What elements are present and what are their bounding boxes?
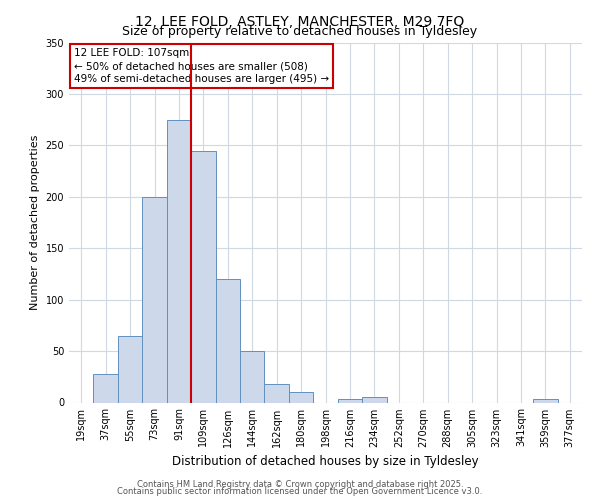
Bar: [289, 392, 313, 402]
Bar: [142, 197, 167, 402]
Y-axis label: Number of detached properties: Number of detached properties: [30, 135, 40, 310]
Text: Contains HM Land Registry data © Crown copyright and database right 2025.: Contains HM Land Registry data © Crown c…: [137, 480, 463, 489]
Bar: [240, 351, 265, 403]
Bar: [362, 398, 386, 402]
Text: 12 LEE FOLD: 107sqm
← 50% of detached houses are smaller (508)
49% of semi-detac: 12 LEE FOLD: 107sqm ← 50% of detached ho…: [74, 48, 329, 84]
Bar: [191, 150, 215, 402]
X-axis label: Distribution of detached houses by size in Tyldesley: Distribution of detached houses by size …: [172, 455, 479, 468]
Bar: [94, 374, 118, 402]
Text: 12, LEE FOLD, ASTLEY, MANCHESTER, M29 7FQ: 12, LEE FOLD, ASTLEY, MANCHESTER, M29 7F…: [136, 15, 464, 29]
Bar: [265, 384, 289, 402]
Bar: [215, 279, 240, 402]
Text: Size of property relative to detached houses in Tyldesley: Size of property relative to detached ho…: [122, 25, 478, 38]
Bar: [167, 120, 191, 403]
Bar: [338, 400, 362, 402]
Bar: [118, 336, 142, 402]
Bar: [533, 400, 557, 402]
Text: Contains public sector information licensed under the Open Government Licence v3: Contains public sector information licen…: [118, 487, 482, 496]
